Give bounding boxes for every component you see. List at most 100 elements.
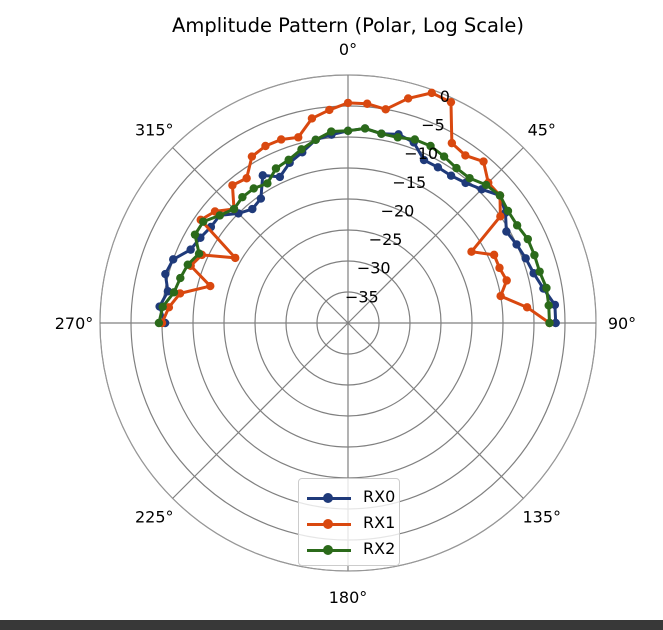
grid-spoke	[347, 147, 524, 324]
data-point	[327, 127, 336, 136]
radial-tick-label: 0	[440, 87, 450, 106]
radial-tick-labels: −35 −30 −25 −20 −15 −10 −5 0	[345, 87, 450, 306]
radial-tick-label: −20	[381, 201, 415, 220]
data-point	[489, 250, 499, 260]
data-point	[190, 230, 200, 239]
data-point	[427, 88, 436, 98]
data-point	[199, 217, 208, 226]
data-point	[446, 97, 456, 107]
data-point	[183, 260, 192, 269]
data-point	[307, 114, 317, 123]
legend-marker-icon	[323, 545, 333, 555]
data-point	[311, 135, 320, 145]
data-point	[461, 151, 470, 160]
data-point	[169, 288, 179, 297]
data-point	[512, 221, 522, 230]
data-point	[502, 276, 511, 285]
grid-spoke	[172, 322, 349, 499]
data-point	[419, 155, 429, 165]
data-point	[215, 211, 224, 220]
data-point	[161, 269, 170, 279]
data-point	[447, 138, 457, 148]
grid-spoke	[172, 147, 349, 324]
radial-tick-label: −15	[392, 173, 426, 192]
data-point	[228, 181, 237, 190]
data-point	[535, 267, 544, 276]
data-point	[360, 124, 370, 133]
chart-title: Amplitude Pattern (Polar, Log Scale)	[172, 14, 524, 37]
data-point	[426, 141, 435, 151]
legend-label: RX1	[363, 513, 396, 532]
data-point	[229, 204, 239, 214]
data-point	[206, 281, 215, 291]
data-point	[481, 180, 491, 190]
data-point	[503, 206, 513, 216]
data-point	[343, 98, 353, 108]
data-point	[551, 318, 560, 328]
data-point	[261, 141, 270, 151]
data-point	[550, 300, 560, 310]
radial-tick-label: −5	[421, 116, 445, 135]
data-point	[238, 192, 247, 202]
data-point	[545, 318, 554, 328]
data-point	[465, 173, 474, 183]
radial-tick-label: −35	[345, 287, 379, 306]
legend: RX0 RX1 RX2	[298, 478, 400, 566]
polar-grid	[99, 74, 597, 572]
theta-tick-label: 270°	[55, 314, 94, 333]
data-point	[164, 303, 174, 312]
radial-tick-label: −25	[369, 230, 403, 249]
radial-tick-label: −10	[404, 144, 438, 163]
data-point	[271, 164, 281, 173]
data-point	[433, 163, 443, 172]
theta-tick-label: 180°	[329, 588, 368, 607]
data-point	[158, 302, 167, 311]
data-point	[496, 212, 505, 221]
data-point	[258, 171, 267, 180]
data-point	[512, 240, 521, 249]
data-point	[403, 94, 413, 103]
theta-tick-label: 45°	[528, 120, 556, 139]
data-point	[544, 301, 553, 310]
data-point	[467, 247, 476, 256]
data-point	[479, 157, 488, 166]
data-point	[496, 291, 505, 301]
theta-tick-label: 0°	[339, 40, 357, 59]
data-point	[277, 135, 286, 144]
data-point	[242, 174, 251, 183]
data-point	[169, 255, 178, 264]
legend-item-rx2: RX2	[299, 537, 399, 563]
data-point	[194, 249, 204, 258]
data-point	[325, 105, 334, 115]
data-point	[522, 303, 532, 312]
data-point	[176, 273, 185, 283]
data-point	[542, 283, 551, 293]
data-point	[247, 152, 257, 161]
radial-tick-label: −30	[357, 259, 391, 278]
data-point	[343, 126, 353, 135]
legend-item-rx1: RX1	[299, 511, 399, 537]
data-point	[284, 155, 293, 165]
data-point	[393, 133, 402, 142]
data-point	[495, 191, 505, 200]
legend-item-rx0: RX0	[299, 485, 399, 511]
data-point	[275, 172, 285, 182]
data-point	[249, 184, 258, 193]
data-point	[530, 250, 539, 260]
data-point	[256, 194, 266, 203]
data-point	[521, 254, 530, 263]
legend-marker-icon	[323, 493, 333, 503]
data-point	[502, 227, 511, 236]
data-point	[186, 245, 195, 254]
data-point	[294, 133, 303, 142]
data-point	[297, 145, 306, 154]
data-point	[362, 99, 372, 108]
data-point	[410, 135, 419, 144]
legend-label: RX2	[363, 539, 396, 558]
data-point	[248, 204, 257, 214]
data-point	[446, 171, 456, 180]
theta-tick-label: 90°	[608, 314, 636, 333]
theta-tick-label: 135°	[522, 508, 561, 527]
taskbar	[0, 620, 663, 630]
theta-tick-label: 315°	[135, 120, 174, 139]
